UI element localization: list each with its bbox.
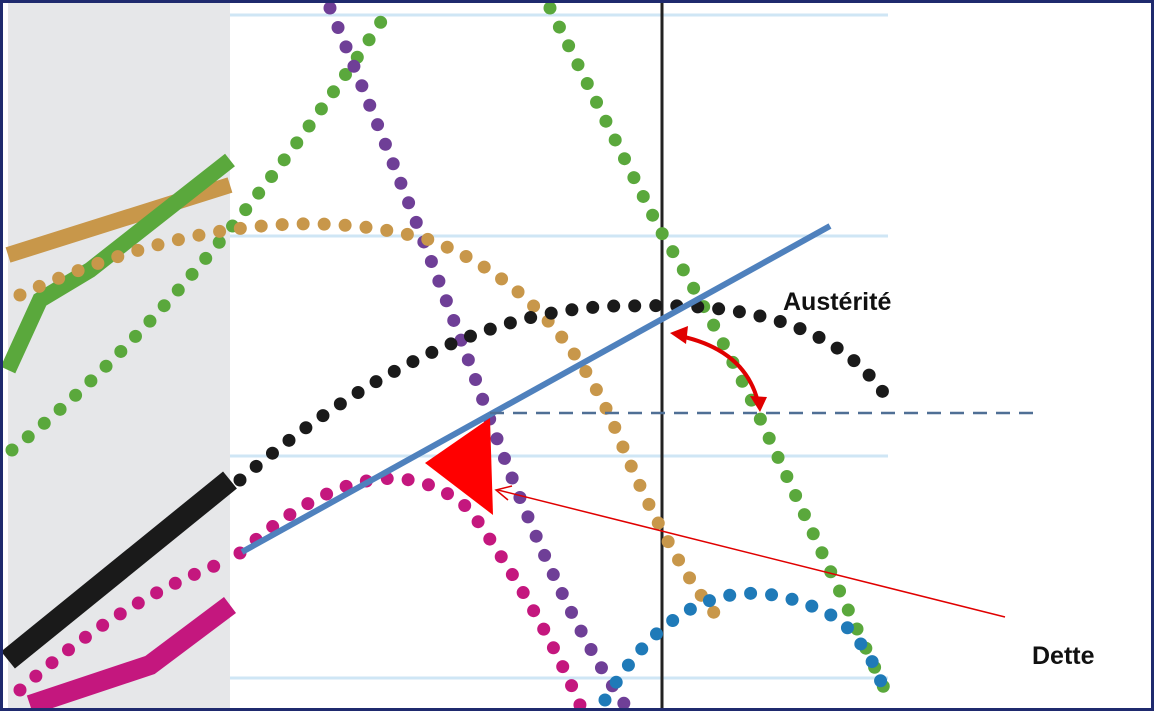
trend-line <box>240 223 832 555</box>
angle-arrow <box>670 326 767 412</box>
dette-arrow <box>494 485 1006 618</box>
annotation-label: Austérité <box>783 288 891 316</box>
dotted-curves <box>5 1 892 711</box>
solid-lines <box>0 153 237 711</box>
annotation-label: Dette <box>1032 642 1095 670</box>
triangle-marker <box>425 418 493 515</box>
